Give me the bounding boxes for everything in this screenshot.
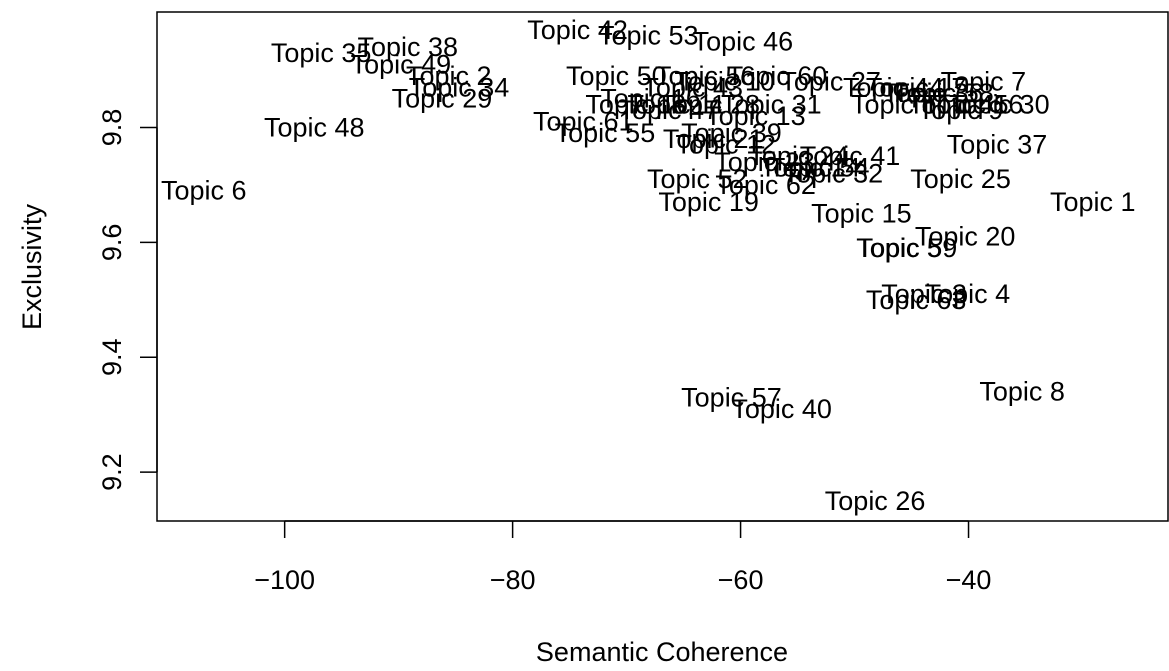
point-label: Topic 5 — [856, 233, 942, 263]
point-label: Topic 25 — [910, 164, 1011, 194]
y-tick-label: 9.6 — [97, 224, 127, 262]
point-label: Topic 9 — [918, 95, 1004, 125]
point-label: Topic 15 — [811, 199, 912, 229]
x-tick-label: −80 — [490, 565, 536, 595]
point-label: Topic 43 — [642, 72, 743, 102]
point-label: Topic 24 — [748, 141, 849, 171]
point-label: Topic 27 — [780, 67, 881, 97]
point-label: Topic 4 — [925, 279, 1011, 309]
point-label: Topic 28 — [660, 89, 761, 119]
y-axis-title: Exclusivity — [17, 203, 47, 330]
point-label: Topic 54 — [769, 153, 870, 183]
point-label: Topic 8 — [979, 377, 1065, 407]
x-tick-label: −100 — [254, 565, 315, 595]
point-label: Topic 48 — [264, 112, 365, 142]
point-label: Topic 37 — [947, 130, 1048, 160]
point-label: Topic 63 — [866, 285, 967, 315]
point-label: Topic 47 — [618, 95, 719, 125]
point-label: Topic 31 — [721, 89, 822, 119]
point-label: Topic 26 — [825, 486, 926, 516]
point-label: Topic 58 — [893, 78, 994, 108]
point-label: Topic 23 — [714, 147, 815, 177]
point-label: Topic 6 — [161, 176, 247, 206]
y-tick-label: 9.4 — [97, 338, 127, 376]
point-label: Topic 20 — [915, 222, 1016, 252]
y-axis: 9.2 9.4 9.6 9.8 — [97, 109, 158, 491]
point-label: Topic 57 — [681, 382, 782, 412]
point-label: Topic 1 — [1050, 187, 1136, 217]
point-label: Topic 10 — [674, 67, 775, 97]
point-label: Topic 11 — [627, 89, 726, 119]
point-label: Topic 14 — [760, 153, 861, 183]
point-label: Topic 62 — [715, 170, 816, 200]
point-label: Topic 46 — [693, 26, 794, 56]
point-label: Topic 16 — [923, 89, 1024, 119]
point-label: Topic 16 — [600, 84, 701, 114]
point-label: Topic 34 — [409, 72, 510, 102]
point-label: Topic 12 — [675, 130, 776, 160]
point-label: Topic 56 — [655, 61, 756, 91]
point-label: Topic 38 — [357, 32, 458, 62]
point-label: Topic 21 — [663, 124, 764, 154]
point-label: Topic 32 — [783, 158, 884, 188]
point-label: Topic 59 — [857, 233, 958, 263]
point-label: Topic 13 — [705, 101, 806, 131]
point-label: Topic 2 — [406, 61, 492, 91]
x-axis: −100 −80 −60 −40 — [254, 520, 992, 595]
point-label: Topic 35 — [271, 38, 372, 68]
point-label: Topic 39 — [681, 118, 782, 148]
point-label: Topic 42 — [527, 15, 628, 45]
point-label: Topic 3 — [881, 279, 967, 309]
point-label: Topic 50 — [566, 61, 667, 91]
point-label: Topic 41 — [800, 141, 901, 171]
x-axis-title: Semantic Coherence — [536, 637, 788, 667]
point-label: Topic 17 — [866, 72, 967, 102]
point-label: Topic 29 — [392, 84, 493, 114]
y-tick-label: 9.8 — [97, 109, 127, 147]
y-tick-label: 9.2 — [97, 453, 127, 491]
point-label: Topic 30 — [949, 89, 1050, 119]
point-label: Topic 53 — [598, 21, 699, 51]
point-label: Topic 19 — [658, 187, 759, 217]
point-label: Topic 36 — [883, 78, 984, 108]
point-label: Topic 7 — [941, 67, 1027, 97]
point-label: Topic 18 — [585, 89, 686, 119]
point-label: Topic 52 — [647, 164, 748, 194]
point-label: Topic 61 — [533, 107, 634, 137]
point-label: Topic 60 — [727, 61, 828, 91]
point-label: Topic 40 — [731, 394, 832, 424]
x-tick-label: −60 — [718, 565, 764, 595]
point-label: Topic 44 — [843, 72, 944, 102]
point-label: Topic 55 — [555, 118, 656, 148]
x-tick-label: −40 — [946, 565, 992, 595]
point-label: Topic 51 — [851, 89, 952, 119]
point-label: Topic 49 — [351, 49, 452, 79]
point-label: Topic 45 — [908, 89, 1009, 119]
